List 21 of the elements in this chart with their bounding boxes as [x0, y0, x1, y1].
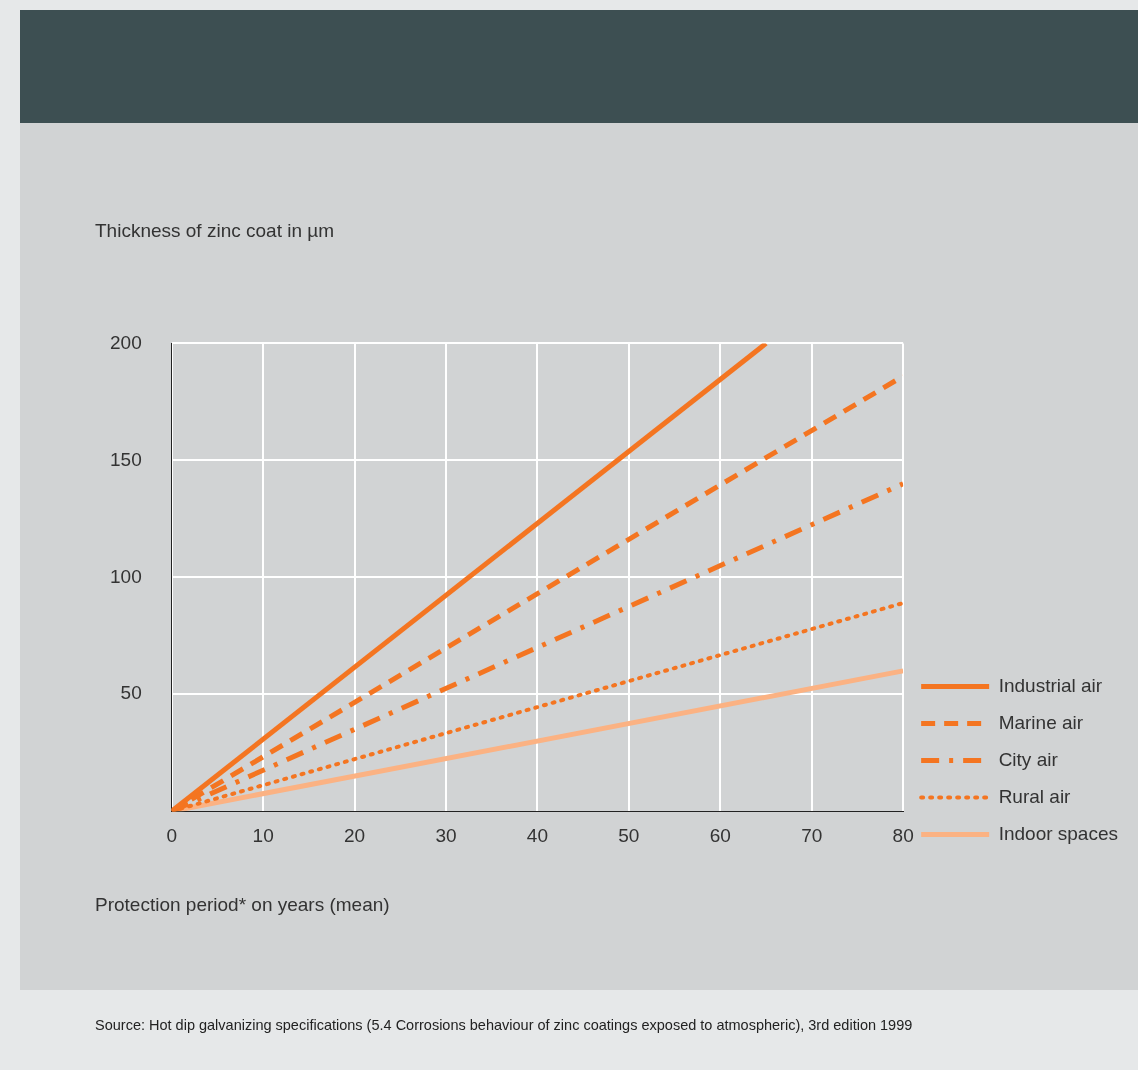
x-axis-title: Protection period* on years (mean) [95, 894, 390, 916]
x-tick-label: 50 [618, 824, 640, 846]
legend-label: Industrial air [998, 674, 1103, 696]
source-note: Source: Hot dip galvanizing specifications (5.4 Corrosions behaviour of zinc coatings exposed to atmospheric), 3rd edition 1999 [95, 1016, 914, 1035]
x-tick-label: 20 [343, 824, 366, 846]
y-axis-title: Thickness of zinc coat in µm [95, 220, 335, 242]
x-tick-label: 10 [252, 824, 274, 846]
legend-label: Indoor spaces [998, 822, 1119, 844]
y-tick-label: 50 [120, 682, 142, 704]
x-tick-label: 60 [709, 824, 731, 846]
x-tick-label: 30 [435, 824, 457, 846]
y-tick-label: 150 [110, 448, 142, 470]
legend-label: Marine air [998, 711, 1084, 733]
x-tick-label: 80 [892, 824, 914, 846]
x-tick-label: 40 [526, 824, 548, 846]
y-tick-label: 200 [110, 331, 142, 353]
legend-label: Rural air [998, 785, 1072, 807]
y-tick-label: 100 [110, 565, 142, 587]
legend-label: City air [998, 748, 1059, 770]
x-tick-label: 0 [166, 824, 177, 846]
x-tick-label: 70 [801, 824, 823, 846]
